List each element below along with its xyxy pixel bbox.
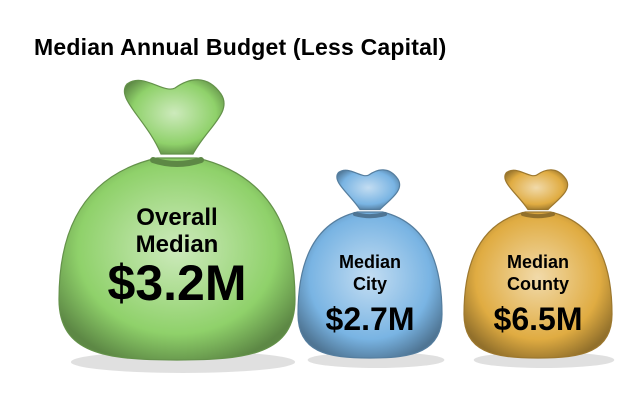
bag-knot (504, 169, 569, 211)
bag-label-line: County (507, 274, 569, 294)
chart-title: Median Annual Budget (Less Capital) (34, 34, 447, 60)
bag-knot (123, 79, 225, 155)
bag-label-line: Overall (136, 204, 217, 231)
bag-body (297, 211, 443, 359)
bag-body (58, 157, 296, 361)
bag-label-line: Median (136, 231, 219, 258)
bag-label-line: Median (507, 252, 569, 272)
bag-label-line: Median (339, 252, 401, 272)
bag-body (463, 211, 613, 359)
bag-value-label: $6.5M (494, 301, 583, 337)
bag-tie (520, 211, 556, 219)
bag-tie (352, 211, 388, 219)
bag-value-label: $2.7M (326, 301, 415, 337)
bag-tie (150, 157, 204, 167)
bag-knot (336, 169, 401, 211)
bag-label-line: City (353, 274, 387, 294)
bag-value-label: $3.2M (108, 255, 247, 311)
